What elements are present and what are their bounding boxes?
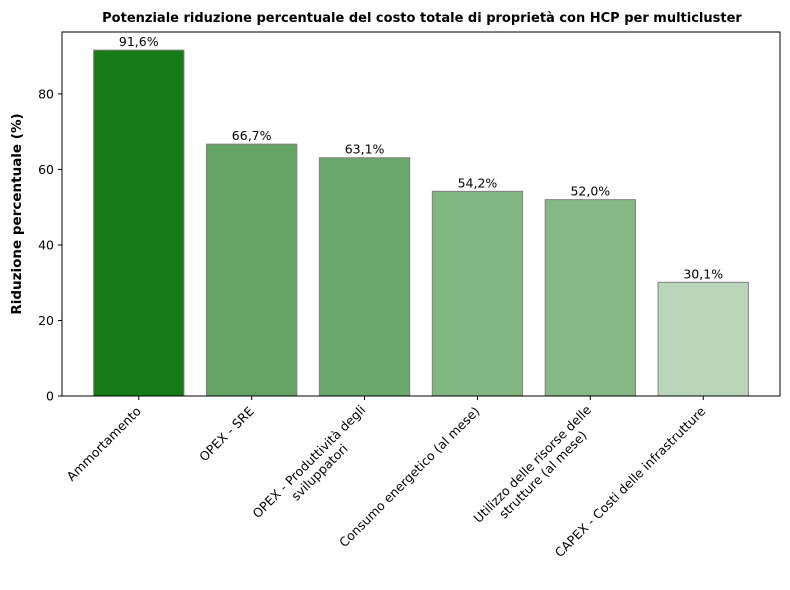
x-tick-label-line: Ammortamento xyxy=(64,404,144,484)
bar xyxy=(318,157,411,397)
y-tick-label: 60 xyxy=(38,162,54,177)
x-tick-label-line: OPEX - Produttività degli xyxy=(249,402,368,521)
bar xyxy=(93,49,185,397)
bar xyxy=(657,281,749,397)
y-tick-label: 0 xyxy=(46,389,54,404)
plot-frame xyxy=(61,31,781,397)
x-tick-label-line: Utilizzo delle risorse delle xyxy=(470,402,594,526)
bar xyxy=(544,199,636,397)
y-tick-label: 80 xyxy=(38,86,54,101)
data-label: 30,1% xyxy=(683,266,723,281)
data-label: 63,1% xyxy=(345,142,385,157)
data-label: 54,2% xyxy=(458,175,498,190)
data-label: 52,0% xyxy=(570,184,610,199)
bar xyxy=(206,143,298,397)
y-axis-label: Riduzione percentuale (%) xyxy=(9,113,25,314)
x-tick-label-line: OPEX - SRE xyxy=(196,403,257,464)
x-tick-label: OPEX - Produttività deglisviluppatori xyxy=(249,402,379,532)
chart-title: Potenziale riduzione percentuale del cos… xyxy=(102,11,742,26)
x-tick-label: Ammortamento xyxy=(64,404,144,484)
bar xyxy=(431,190,524,397)
data-label: 66,7% xyxy=(232,128,272,143)
x-tick-label: Consumo energetico (al mese) xyxy=(336,404,483,551)
y-tick-label: 40 xyxy=(38,237,54,252)
x-tick-label: OPEX - SRE xyxy=(196,403,257,464)
x-tick-label-line: Consumo energetico (al mese) xyxy=(336,404,483,551)
y-tick-label: 20 xyxy=(38,313,54,328)
data-label: 91,6% xyxy=(119,34,159,49)
